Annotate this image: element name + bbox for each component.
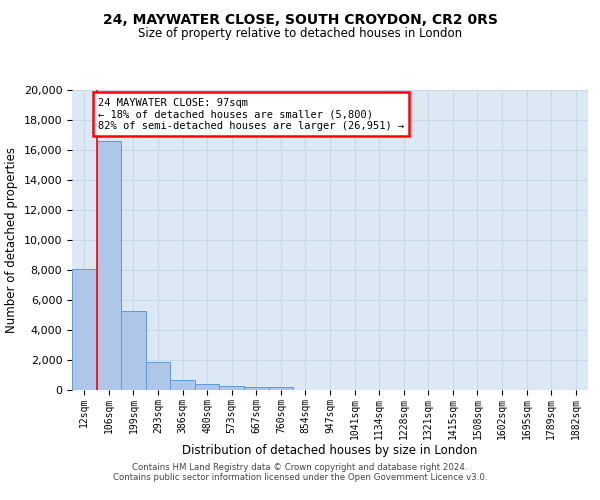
Y-axis label: Number of detached properties: Number of detached properties [5, 147, 18, 333]
X-axis label: Distribution of detached houses by size in London: Distribution of detached houses by size … [182, 444, 478, 458]
Bar [146, 362, 170, 390]
Bar [121, 310, 146, 390]
Bar [170, 380, 195, 390]
Bar [195, 384, 220, 390]
Text: Size of property relative to detached houses in London: Size of property relative to detached ho… [138, 28, 462, 40]
Bar [269, 388, 293, 390]
Text: Contains HM Land Registry data © Crown copyright and database right 2024.
Contai: Contains HM Land Registry data © Crown c… [113, 463, 487, 482]
Bar [220, 386, 244, 390]
Bar [72, 268, 97, 390]
Text: 24 MAYWATER CLOSE: 97sqm
← 18% of detached houses are smaller (5,800)
82% of sem: 24 MAYWATER CLOSE: 97sqm ← 18% of detach… [98, 98, 404, 130]
Bar [97, 141, 121, 390]
Bar [244, 387, 269, 390]
Text: 24, MAYWATER CLOSE, SOUTH CROYDON, CR2 0RS: 24, MAYWATER CLOSE, SOUTH CROYDON, CR2 0… [103, 12, 497, 26]
